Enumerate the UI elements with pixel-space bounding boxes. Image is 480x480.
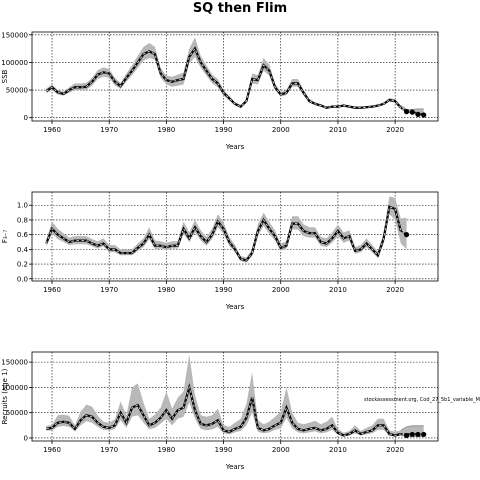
ssb-xtick-label: 1990	[215, 126, 233, 134]
recruits-xtick-label: 1960	[43, 446, 61, 454]
f-ylabel: F₃₋₇	[1, 230, 9, 244]
ssb-xtick-label: 1980	[157, 126, 175, 134]
ssb-xtick-label: 2000	[272, 126, 290, 134]
recruits-annotation: stockassessment.org, Cod_27_5b1_variable…	[364, 397, 480, 403]
f-xtick-label: 2000	[272, 286, 290, 294]
recruits-panel: 1960 1970 1980 1990 2000 2010 2020 0 50000 100000…	[1, 351, 480, 471]
f-xtick-label: 1960	[43, 286, 61, 294]
f-median-dash	[45, 206, 402, 261]
recruits-projection-point	[415, 431, 421, 438]
ssb-projection-point	[403, 109, 410, 115]
recruits-xtick-label: 2020	[386, 446, 404, 454]
f-xtick-label: 1990	[215, 286, 233, 294]
recruits-ytick-label: 100000	[1, 384, 28, 392]
ssb-ytick-label: 50000	[6, 87, 28, 95]
ssb-ytick-label: 0	[24, 114, 28, 122]
recruits-ylabel: Recruits (age 1)	[1, 368, 9, 424]
recruits-median-dash	[46, 385, 401, 436]
recruits-projection-upper	[400, 425, 424, 431]
ssb-xtick-label: 2020	[386, 126, 404, 134]
recruits-xtick-label: 1990	[215, 446, 233, 454]
ssb-projection-point	[421, 112, 427, 118]
recruits-xtick-label: 1970	[100, 446, 118, 454]
recruits-ytick-label: 50000	[6, 409, 28, 417]
f-ytick-label: 0.6	[17, 231, 29, 239]
recruits-xtick-label: 2000	[272, 446, 290, 454]
f-ytick-label: 0.2	[17, 261, 28, 269]
ssb-projection-point	[409, 109, 415, 115]
recruits-projection-point	[409, 431, 415, 438]
recruits-confidence-band	[46, 354, 424, 437]
ssb-xtick-label: 1970	[100, 126, 118, 134]
ssb-axes-frame	[31, 31, 439, 122]
ssb-panel: 1960 1970 1980 1990 2000 2010 2020 0 50000 100000…	[1, 31, 439, 151]
ssb-ytick-label: 100000	[1, 59, 28, 67]
ssb-xlabel: Years	[225, 143, 245, 151]
ssb-ytick-label: 150000	[1, 31, 28, 39]
f-xlabel: Years	[225, 303, 245, 311]
f-ytick-label: 0.8	[17, 216, 28, 224]
ssb-median-dash	[46, 47, 402, 109]
f-confidence-band	[46, 196, 407, 263]
recruits-xlabel: Years	[225, 463, 245, 471]
recruits-projection-point	[421, 431, 427, 438]
f-projection-point	[403, 232, 410, 238]
recruits-xtick-label: 2010	[329, 446, 347, 454]
ssb-ylabel: SSB	[1, 69, 9, 83]
figure-title: SQ then Flim	[193, 1, 287, 16]
f-ytick-label: 0.0	[17, 275, 28, 283]
ssb-xtick-label: 2010	[329, 126, 347, 134]
ssb-projection-upper	[400, 105, 424, 110]
recruits-axes-frame	[31, 351, 439, 442]
f-xtick-label: 2020	[386, 286, 404, 294]
f-xtick-label: 1970	[100, 286, 118, 294]
f-xtick-label: 1980	[157, 286, 175, 294]
chart-panels: 1960 1970 1980 1990 2000 2010 2020 0 50000 100000…	[1, 31, 480, 471]
recruits-ytick-label: 150000	[1, 359, 28, 367]
f-xtick-label: 2010	[329, 286, 347, 294]
recruits-ytick-label: 0	[24, 434, 28, 442]
ssb-xtick-label: 1960	[43, 126, 61, 134]
f-ytick-label: 0.4	[17, 246, 29, 254]
recruits-projection-point	[403, 432, 410, 439]
f-ytick-label: 1.0	[17, 202, 28, 210]
f-axes-frame	[31, 191, 439, 282]
recruits-xtick-label: 1980	[157, 446, 175, 454]
f-panel: 1960 1970 1980 1990 2000 2010 2020 0.0 0.2 0.4 0.6…	[1, 191, 439, 311]
f-projection-line	[400, 230, 407, 236]
ssb-projection-point	[415, 111, 421, 117]
